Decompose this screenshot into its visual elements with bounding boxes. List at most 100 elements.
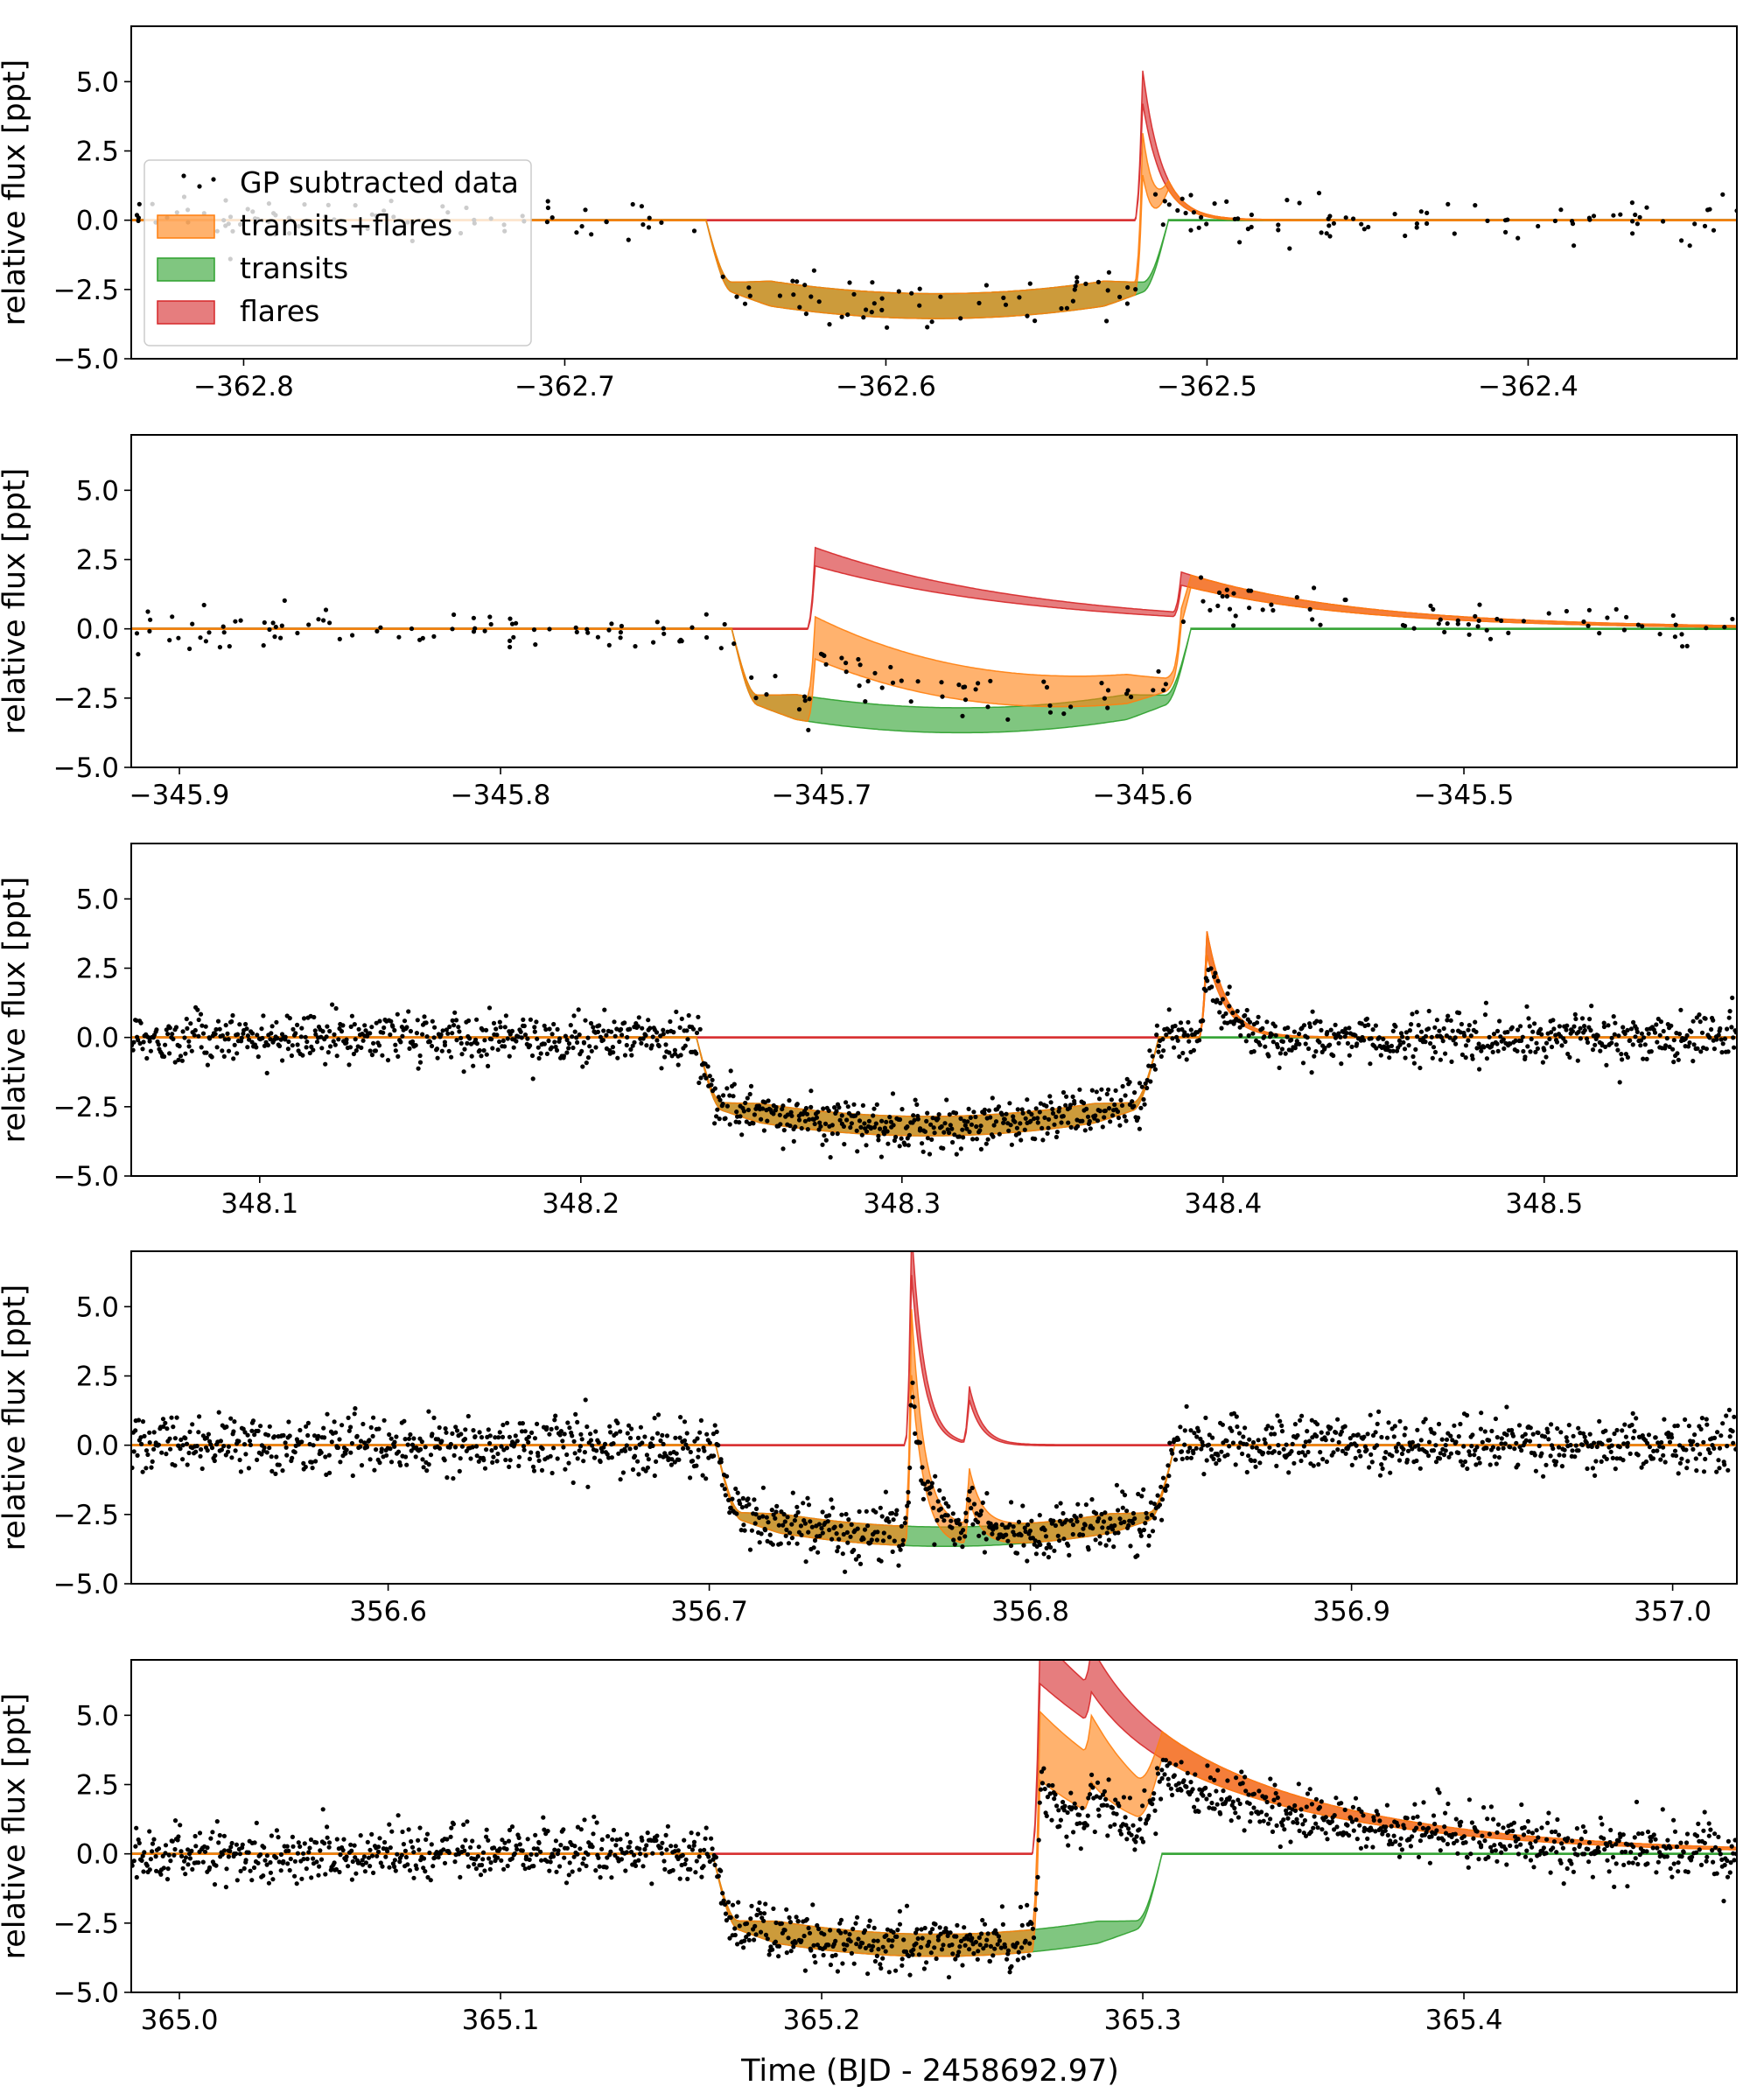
data-point bbox=[444, 1475, 450, 1480]
data-point bbox=[691, 1843, 696, 1848]
data-point bbox=[623, 1448, 628, 1453]
data-point bbox=[484, 1447, 489, 1452]
data-point bbox=[780, 1522, 786, 1528]
data-point bbox=[982, 1110, 987, 1116]
data-point bbox=[981, 1946, 986, 1951]
data-point bbox=[1334, 1796, 1339, 1801]
data-point bbox=[509, 1824, 515, 1830]
data-point bbox=[208, 1836, 214, 1841]
data-point bbox=[264, 1853, 270, 1858]
data-point bbox=[922, 1481, 928, 1487]
data-point bbox=[1144, 1510, 1149, 1516]
data-point bbox=[804, 1111, 810, 1116]
data-point bbox=[1656, 1440, 1661, 1446]
data-point bbox=[205, 1845, 210, 1851]
data-point bbox=[1670, 1874, 1675, 1880]
data-point bbox=[757, 1900, 762, 1906]
data-point bbox=[929, 1480, 934, 1486]
data-point bbox=[976, 1533, 982, 1538]
data-point bbox=[1590, 1047, 1596, 1053]
data-point bbox=[1671, 1060, 1676, 1065]
data-point bbox=[1339, 1429, 1344, 1434]
data-point bbox=[1620, 1428, 1625, 1433]
data-point bbox=[1415, 1814, 1420, 1819]
data-point bbox=[996, 1104, 1002, 1110]
data-point bbox=[1402, 1432, 1407, 1438]
data-point bbox=[1320, 1457, 1326, 1462]
data-point bbox=[1431, 1448, 1437, 1453]
data-point bbox=[1242, 1774, 1248, 1780]
data-point bbox=[508, 616, 513, 621]
data-point bbox=[403, 1854, 409, 1860]
data-point bbox=[487, 614, 493, 620]
data-point bbox=[1156, 1049, 1161, 1054]
data-point bbox=[905, 1124, 910, 1130]
data-point bbox=[1042, 1786, 1047, 1792]
data-point bbox=[521, 1017, 526, 1022]
data-point bbox=[301, 1460, 306, 1466]
data-point bbox=[635, 1435, 641, 1440]
data-point bbox=[1310, 1009, 1315, 1014]
data-point bbox=[1384, 1040, 1390, 1046]
data-point bbox=[1016, 1950, 1021, 1955]
data-point bbox=[493, 1435, 498, 1440]
data-point bbox=[316, 617, 321, 622]
data-point bbox=[645, 1830, 650, 1836]
data-point bbox=[504, 1846, 509, 1852]
data-point bbox=[1583, 1829, 1588, 1834]
data-point bbox=[1726, 1407, 1732, 1412]
data-point bbox=[1662, 1417, 1667, 1422]
data-point bbox=[1323, 1438, 1328, 1443]
x-tick-label: 348.4 bbox=[1184, 1188, 1262, 1220]
data-point bbox=[900, 1107, 905, 1112]
data-point bbox=[1448, 1433, 1453, 1438]
data-point bbox=[1207, 1805, 1212, 1810]
data-point bbox=[1097, 1109, 1102, 1114]
data-point bbox=[1716, 1458, 1721, 1463]
data-point bbox=[374, 1020, 379, 1026]
data-point bbox=[1373, 1829, 1378, 1834]
data-point bbox=[532, 1029, 537, 1034]
data-point bbox=[946, 1975, 952, 1980]
data-point bbox=[313, 1459, 318, 1464]
data-point bbox=[148, 1857, 153, 1862]
data-point bbox=[1487, 1438, 1492, 1443]
data-point bbox=[588, 1432, 593, 1437]
data-point bbox=[925, 1110, 930, 1116]
data-point bbox=[1585, 1040, 1591, 1045]
data-point bbox=[986, 1108, 991, 1113]
data-point bbox=[1023, 1529, 1028, 1534]
data-point bbox=[1384, 1802, 1390, 1808]
data-point bbox=[1625, 1054, 1630, 1060]
data-point bbox=[471, 1428, 476, 1433]
data-point bbox=[249, 1878, 255, 1883]
data-point bbox=[494, 1459, 500, 1464]
data-point bbox=[207, 1036, 213, 1041]
data-point bbox=[525, 1036, 530, 1041]
data-point bbox=[730, 1496, 735, 1502]
data-point bbox=[1305, 1035, 1310, 1040]
data-point bbox=[1208, 607, 1213, 613]
data-point bbox=[268, 1870, 273, 1875]
data-point bbox=[1704, 626, 1709, 631]
data-point bbox=[1544, 1851, 1549, 1856]
data-point bbox=[221, 1444, 227, 1449]
data-point bbox=[759, 1116, 764, 1122]
y-tick-label: −5.0 bbox=[53, 752, 119, 784]
data-point bbox=[1519, 1802, 1524, 1808]
data-point bbox=[685, 1876, 690, 1881]
data-point bbox=[1538, 1026, 1544, 1032]
data-point bbox=[274, 1019, 279, 1025]
data-point bbox=[299, 1026, 304, 1031]
data-point bbox=[1070, 1522, 1076, 1528]
data-point bbox=[411, 1875, 416, 1880]
data-point bbox=[1479, 1410, 1484, 1416]
data-point bbox=[509, 1856, 514, 1861]
data-point bbox=[1097, 1795, 1102, 1800]
data-point bbox=[1403, 1425, 1408, 1431]
data-point bbox=[1054, 1130, 1060, 1135]
data-point bbox=[1156, 1043, 1161, 1048]
data-point bbox=[1616, 1033, 1621, 1039]
data-point bbox=[1570, 1029, 1575, 1034]
